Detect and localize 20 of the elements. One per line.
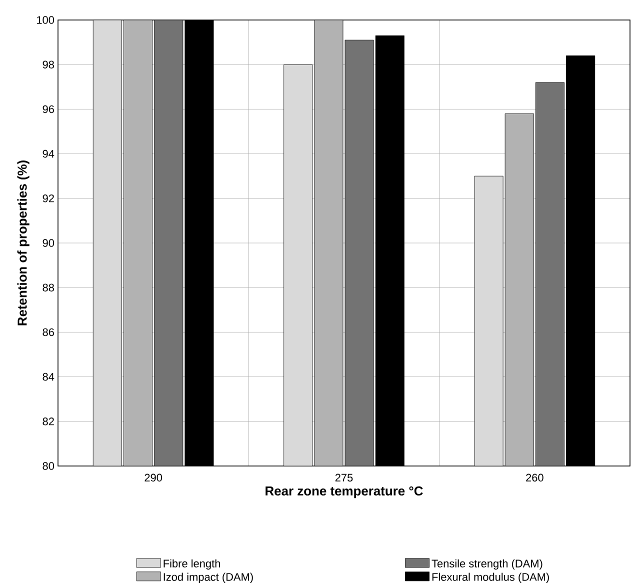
y-tick-label: 98 xyxy=(42,60,54,68)
x-tick-label: 290 xyxy=(144,474,162,482)
y-tick-label: 86 xyxy=(42,328,54,336)
y-tick-label: 92 xyxy=(42,194,54,202)
y-tick-label: 96 xyxy=(42,105,54,114)
y-tick-label: 88 xyxy=(42,284,54,292)
legend-label: Izod impact (DAM) xyxy=(164,572,253,584)
y-axis-title: Retention of properties (%) xyxy=(17,160,30,326)
y-tick-label: 84 xyxy=(42,372,54,381)
legend-label: Flexural modulus (DAM) xyxy=(432,572,549,584)
y-tick-label: 90 xyxy=(42,239,54,247)
y-tick-label: 100 xyxy=(37,16,54,24)
x-tick-label: 260 xyxy=(526,474,544,482)
x-axis-title: Rear zone temperature °C xyxy=(266,486,423,498)
legend-label: Fibre length xyxy=(164,559,220,570)
y-tick-label: 94 xyxy=(42,150,54,158)
y-tick-label: 82 xyxy=(42,418,54,426)
legend-label: Tensile strength (DAM) xyxy=(432,559,542,570)
y-tick-label: 80 xyxy=(42,462,54,470)
x-tick-label: 275 xyxy=(335,474,353,482)
